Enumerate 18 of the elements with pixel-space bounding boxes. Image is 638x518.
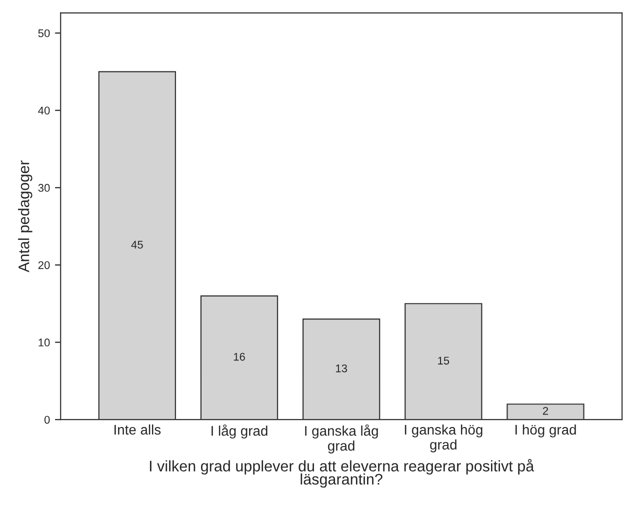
y-tick-label: 10 — [38, 338, 50, 346]
y-tick-label: 40 — [38, 106, 50, 114]
y-tick-label: 50 — [38, 29, 50, 38]
y-tick-label: 0 — [44, 416, 50, 424]
y-tick-label: 20 — [38, 261, 50, 270]
data-label: 45 — [131, 240, 143, 249]
data-label: 13 — [336, 364, 348, 372]
x-tick-label: I låg grad — [212, 424, 268, 439]
x-tick-label: Inte alls — [114, 424, 161, 435]
x-axis-title: I vilken grad upplever du att eleverna reagerar positivt på läsgarantin? — [150, 459, 534, 488]
y-axis-title: Antal pedagoger — [18, 160, 32, 272]
data-label: 2 — [542, 406, 548, 415]
data-label: 15 — [438, 356, 450, 365]
y-tick-label: 30 — [38, 184, 50, 192]
x-tick-label: I ganska hög grad — [404, 424, 482, 452]
x-tick-label: I hög grad — [516, 424, 576, 438]
data-label: 16 — [234, 352, 245, 361]
x-tick-label: I ganska låg grad — [305, 424, 378, 454]
